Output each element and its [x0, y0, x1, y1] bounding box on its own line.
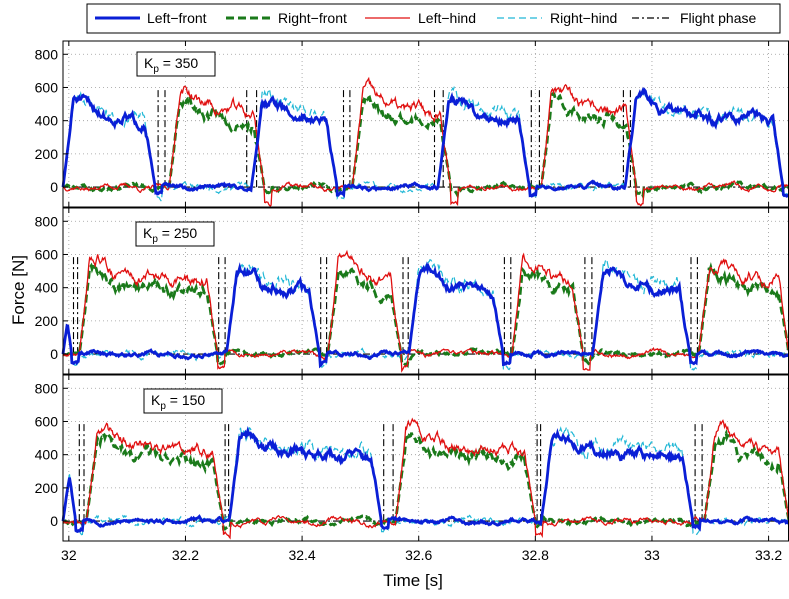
series-group — [61, 76, 789, 207]
series-right-hind — [62, 86, 789, 203]
kp-annotation: Kp = 150 — [143, 388, 223, 414]
y-tick-label: 400 — [35, 280, 59, 296]
legend-label-left-front: Left−front — [147, 10, 207, 26]
y-tick-label: 400 — [35, 447, 59, 463]
series-left-hind — [62, 417, 789, 540]
y-tick-label: 200 — [35, 146, 59, 162]
series-left-front — [61, 86, 789, 199]
y-axis-label: Force [N] — [9, 255, 28, 325]
legend: Left−front Right−front Left−hind Right−h… — [86, 3, 781, 34]
panel-2: 0 200 400 600 800 Kp = 250 — [35, 207, 789, 375]
y-tick-label: 0 — [50, 513, 58, 529]
series-group — [61, 249, 789, 373]
kp-annotation-box — [136, 51, 216, 77]
y-tick-label: 600 — [35, 413, 59, 429]
x-tick-label: 32 — [61, 547, 77, 563]
panel-1: 0 200 400 600 800 Kp = 350 — [35, 40, 789, 208]
x-tick-label: 32.8 — [522, 547, 549, 563]
series-left-front — [61, 261, 789, 369]
x-tick-label: 33 — [644, 547, 660, 563]
y-tick-label: 800 — [35, 380, 59, 396]
kp-annotation-box — [135, 221, 215, 247]
x-tick-label: 32.2 — [172, 547, 199, 563]
series-left-hind — [62, 76, 789, 207]
y-tick-label: 200 — [35, 480, 59, 496]
plot-area: 0 200 400 600 800 Kp = 350 0 200 400 600 800 Kp = 2… — [35, 40, 789, 563]
legend-label-right-front: Right−front — [278, 10, 347, 26]
kp-annotation-box — [143, 388, 223, 414]
series-right-front — [62, 429, 789, 531]
y-tick-label: 600 — [35, 246, 59, 262]
x-axis-label: Time [s] — [383, 571, 443, 590]
series-right-front — [62, 262, 789, 369]
series-left-front — [61, 426, 789, 533]
y-tick-label: 800 — [35, 46, 59, 62]
kp-annotation: Kp = 350 — [136, 51, 216, 77]
series-left-hind — [62, 249, 789, 373]
y-tick-label: 800 — [35, 213, 59, 229]
y-tick-label: 400 — [35, 113, 59, 129]
y-tick-label: 600 — [35, 79, 59, 95]
x-tick-label: 32.6 — [405, 547, 432, 563]
panel-3: 0 200 400 600 800 32 32.2 32.4 32.6 32.8 33 33.2 Kp … — [35, 374, 789, 563]
kp-annotation: Kp = 250 — [135, 221, 215, 247]
legend-label-flight-phase: Flight phase — [680, 10, 756, 26]
legend-label-left-hind: Left−hind — [418, 10, 476, 26]
kp-annotation-text: Kp = 250 — [143, 225, 197, 245]
y-tick-label: 0 — [50, 346, 58, 362]
x-tick-label: 32.4 — [288, 547, 315, 563]
kp-annotation-text: Kp = 350 — [144, 55, 198, 75]
legend-label-right-hind: Right−hind — [550, 10, 617, 26]
kp-annotation-text: Kp = 150 — [151, 392, 205, 412]
x-tick-label: 33.2 — [755, 547, 782, 563]
y-tick-label: 0 — [50, 179, 58, 195]
y-tick-label: 200 — [35, 313, 59, 329]
series-group — [61, 417, 789, 540]
